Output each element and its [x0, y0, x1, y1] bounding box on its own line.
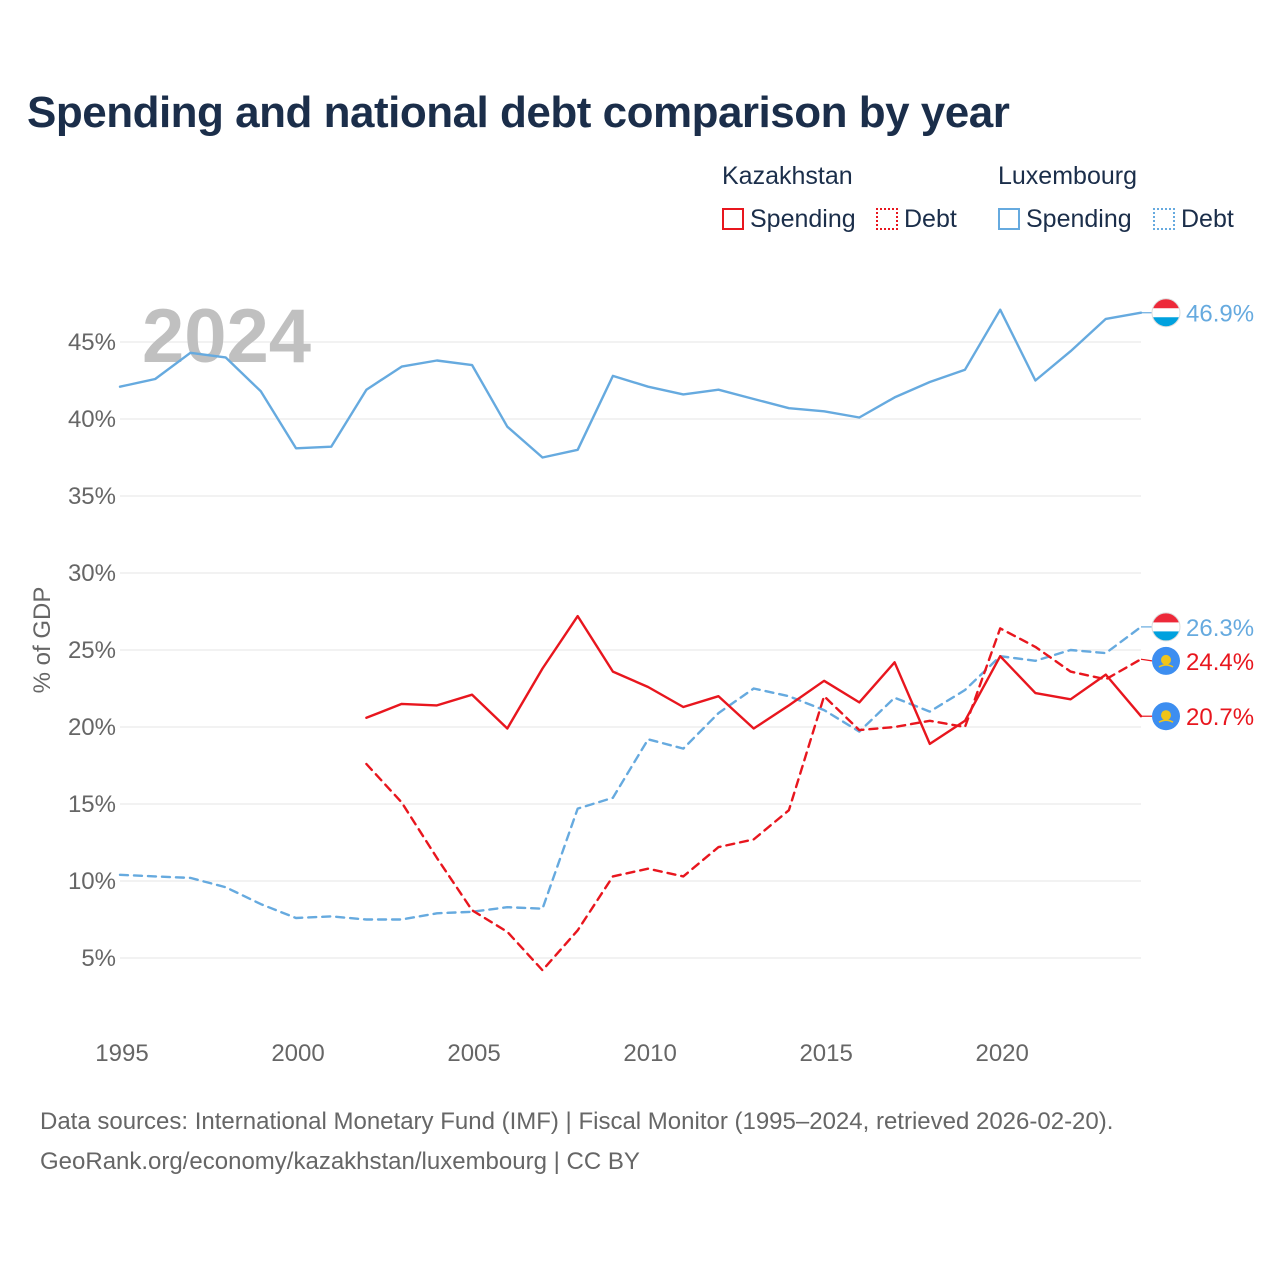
- legend-kazakhstan-spending[interactable]: Spending: [722, 203, 856, 235]
- end-label-connector: [1140, 658, 1153, 662]
- legend-swatch-dotted-blue: [1153, 208, 1175, 230]
- legend-luxembourg-label: Luxembourg: [998, 162, 1137, 190]
- end-value-label: 46.9%: [1186, 301, 1254, 328]
- y-tick-label: 25%: [68, 637, 116, 664]
- end-value-label: 26.3%: [1186, 615, 1254, 642]
- legend-kazakhstan-debt[interactable]: Debt: [876, 203, 957, 235]
- series-end-labels: 46.9% 26.3% 24.4% 20.7%: [1140, 298, 1254, 731]
- y-tick-label: 10%: [68, 868, 116, 895]
- series-line-kazakhstan-spending[interactable]: [365, 614, 1143, 746]
- y-tick-label: 30%: [68, 560, 116, 587]
- luxembourg-flag-icon: [1151, 612, 1181, 642]
- y-axis-ticks: 5% 10% 15% 20% 25% 30% 35% 40% 45%: [68, 329, 116, 972]
- kazakhstan-flag-icon: [1152, 646, 1180, 675]
- chart-title: Spending and national debt comparison by…: [27, 88, 1010, 137]
- legend-swatch-solid-red: [722, 208, 744, 230]
- legend-luxembourg-spending[interactable]: Spending: [998, 203, 1132, 235]
- x-axis-ticks: 1995 2000 2005 2010 2015 2020: [95, 1040, 1029, 1067]
- y-tick-label: 20%: [68, 714, 116, 741]
- footer-attribution[interactable]: GeoRank.org/economy/kazakhstan/luxembour…: [40, 1148, 640, 1175]
- legend-luxembourg-spending-label: Spending: [1026, 204, 1132, 233]
- x-tick-label: 2000: [271, 1040, 324, 1067]
- x-tick-label: 2015: [799, 1040, 852, 1067]
- legend-swatch-dotted-red: [876, 208, 898, 230]
- series-line-kazakhstan-debt[interactable]: [365, 627, 1143, 972]
- x-tick-label: 2020: [975, 1040, 1028, 1067]
- y-tick-label: 45%: [68, 329, 116, 356]
- x-tick-label: 2005: [447, 1040, 500, 1067]
- y-axis-label: % of GDP: [29, 587, 56, 694]
- series-lines: [118, 308, 1143, 972]
- legend-kazakhstan-label: Kazakhstan: [722, 162, 853, 190]
- legend-kazakhstan-debt-label: Debt: [904, 204, 957, 233]
- legend-luxembourg-debt-label: Debt: [1181, 204, 1234, 233]
- x-tick-label: 2010: [623, 1040, 676, 1067]
- x-tick-label: 1995: [95, 1040, 148, 1067]
- legend-swatch-solid-blue: [998, 208, 1020, 230]
- gridlines: [120, 341, 1141, 959]
- legend-kazakhstan-spending-label: Spending: [750, 204, 856, 233]
- series-line-luxembourg-spending[interactable]: [118, 308, 1143, 459]
- kazakhstan-flag-icon: [1152, 702, 1180, 731]
- year-watermark: 2024: [142, 294, 311, 379]
- legend-luxembourg-debt[interactable]: Debt: [1153, 203, 1234, 235]
- end-value-label: 24.4%: [1186, 649, 1254, 676]
- y-tick-label: 15%: [68, 791, 116, 818]
- luxembourg-flag-icon: [1151, 298, 1181, 328]
- y-tick-label: 35%: [68, 483, 116, 510]
- line-chart: 5% 10% 15% 20% 25% 30% 35% 40% 45% 1995 2000 2005 2…: [29, 294, 1254, 1067]
- y-tick-label: 5%: [81, 945, 116, 972]
- y-tick-label: 40%: [68, 406, 116, 433]
- series-line-luxembourg-debt[interactable]: [118, 625, 1143, 921]
- end-value-label: 20.7%: [1186, 704, 1254, 731]
- footer-sources: Data sources: International Monetary Fun…: [40, 1108, 1114, 1135]
